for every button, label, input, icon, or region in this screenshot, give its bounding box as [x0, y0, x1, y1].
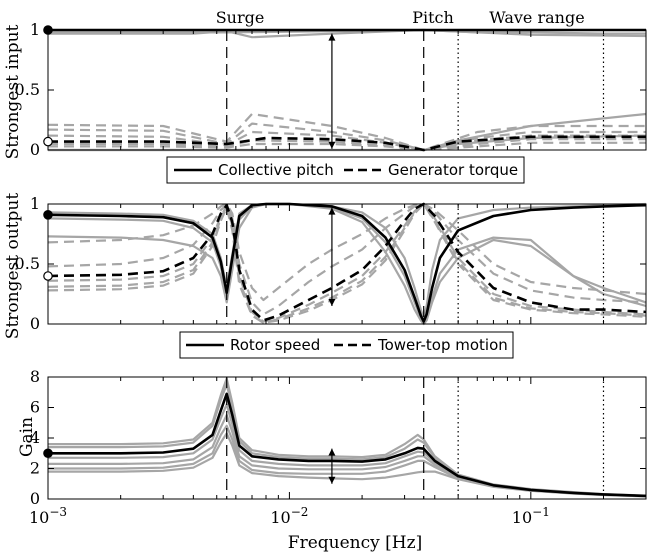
bottom-ylabel: Gain	[17, 417, 37, 457]
y-tick-label: 1	[30, 194, 40, 213]
y-tick-label: 2	[30, 459, 40, 478]
surge-label: Surge	[216, 8, 265, 27]
filled-marker	[43, 448, 53, 459]
arrow-head-down-icon	[328, 299, 336, 306]
y-tick-label: 0	[30, 140, 40, 159]
legend-rotor-speed: Rotor speed	[230, 336, 320, 354]
highlight-dashed-series	[48, 135, 646, 152]
legend-generator-torque: Generator torque	[388, 161, 518, 179]
y-tick-label: 6	[30, 398, 40, 417]
variation-dashed-series	[47, 122, 646, 152]
legend-collective-pitch: Collective pitch	[218, 161, 334, 179]
x-tick-label: 10−3	[29, 505, 67, 527]
output-legend: Rotor speed Tower-top motion	[179, 331, 514, 359]
y-tick-label: 0	[30, 314, 40, 333]
variation-dashed-series	[47, 202, 647, 302]
y-tick-label: 0.5	[15, 254, 40, 273]
y-tick-label: 0	[30, 489, 40, 508]
plot-area	[48, 377, 646, 499]
y-tick-label: 1	[30, 20, 40, 39]
x-axis-label: Frequency [Hz]	[288, 533, 422, 553]
variation-dashed-series	[48, 141, 646, 152]
y-tick-label: 0.5	[15, 80, 40, 99]
strongest-input-panel: 00.51	[15, 20, 647, 159]
x-tick-label: 10−1	[512, 505, 550, 527]
variation-dashed-series	[48, 138, 646, 152]
variation-dashed-series	[47, 112, 646, 152]
middle-ylabel: Strongest output	[3, 193, 23, 340]
highlight-dashed-series	[47, 202, 647, 322]
input-legend: Collective pitch Generator torque	[166, 156, 525, 184]
pitch-label: Pitch	[412, 8, 454, 27]
variation-dashed-series	[47, 202, 647, 316]
y-tick-label: 4	[30, 428, 40, 447]
wave-range-label: Wave range	[489, 8, 584, 27]
arrow-head-up-icon	[328, 207, 336, 215]
arrow-head-down-icon	[328, 141, 336, 149]
top-ylabel: Strongest input	[3, 24, 23, 159]
output-legend-box	[179, 331, 514, 359]
arrow-head-up-icon	[328, 448, 336, 456]
variation-solid-series	[47, 202, 647, 324]
gain-panel: 0 2 4 6 8 10−3 10−2 10−1	[29, 367, 647, 527]
open-marker	[43, 136, 53, 147]
arrow-head-down-icon	[328, 476, 336, 484]
x-tick-label: 10−2	[270, 505, 308, 527]
y-tick-label: 8	[30, 367, 40, 386]
arrow-head-up-icon	[328, 33, 336, 41]
plot-area	[48, 204, 646, 324]
filled-marker	[43, 25, 53, 35]
filled-marker	[43, 210, 53, 220]
variation-solid-series	[47, 202, 647, 326]
input-legend-box	[166, 156, 525, 184]
open-marker	[43, 271, 53, 281]
strongest-output-panel: 00.51	[15, 194, 647, 333]
highlight-solid-series	[47, 202, 647, 323]
legend-tower-top-motion: Tower-top motion	[377, 336, 508, 354]
